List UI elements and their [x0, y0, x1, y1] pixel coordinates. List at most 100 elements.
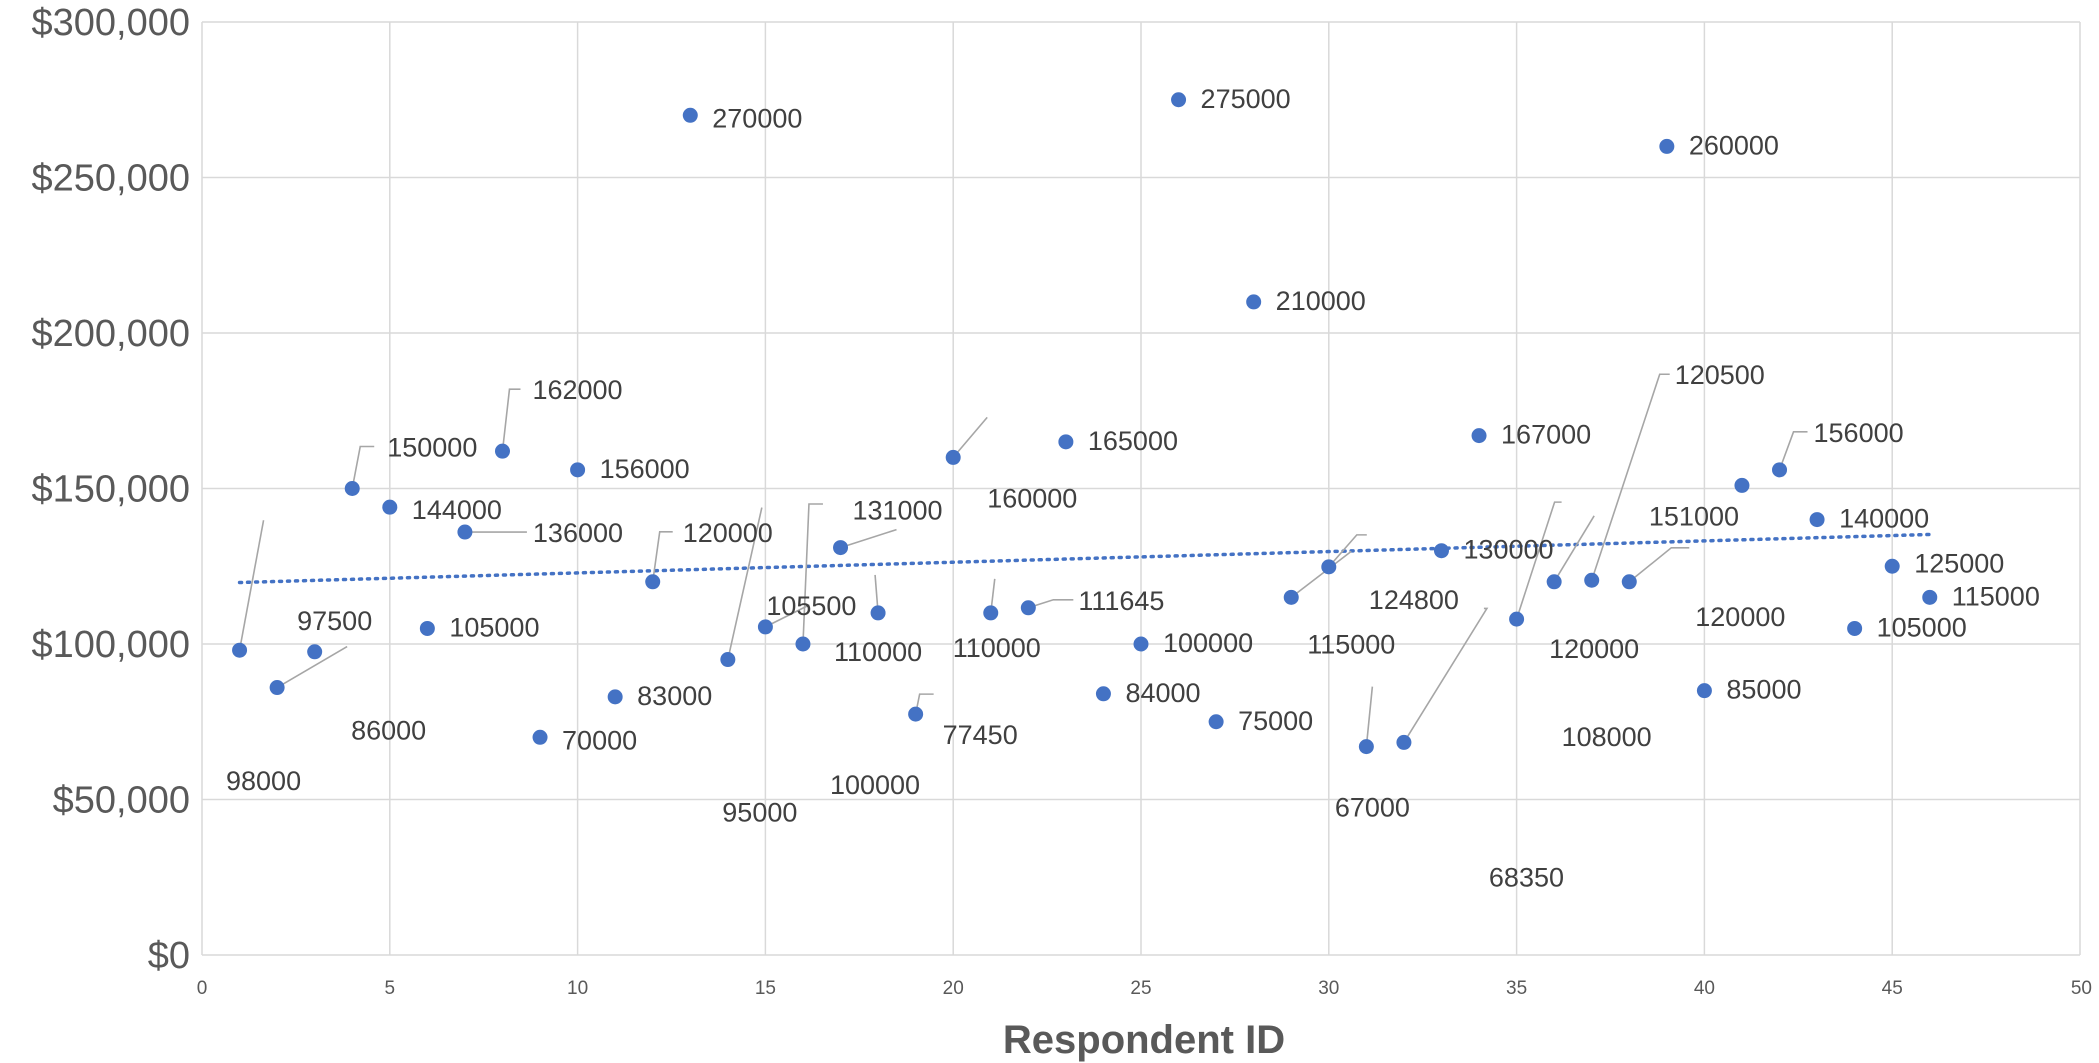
leader-line: [1778, 431, 1808, 471]
data-point: [1772, 462, 1788, 478]
data-label: 105500: [766, 591, 856, 621]
leader-line: [238, 520, 265, 651]
x-tick-label: 20: [943, 978, 964, 999]
data-label: 130000: [1463, 535, 1553, 565]
data-label: 160000: [987, 483, 1077, 513]
data-label: 95000: [722, 798, 797, 828]
x-tick-label: 45: [1882, 978, 1903, 999]
data-point: [645, 574, 661, 590]
data-point: [1659, 138, 1675, 154]
x-axis-ticks: 0 5 10 15 20 25 30 35 40 45 50: [197, 978, 2092, 999]
data-label: 67000: [1335, 793, 1410, 823]
data-point: [682, 107, 698, 123]
data-point: [1433, 543, 1449, 559]
data-label: 210000: [1276, 286, 1366, 316]
y-tick-label: $200,000: [32, 313, 191, 355]
y-axis-ticks: $0 $50,000 $100,000 $150,000 $200,000 $250,00…: [32, 2, 191, 977]
data-label: 77450: [943, 720, 1018, 750]
data-point: [1884, 558, 1900, 574]
data-point: [1321, 559, 1337, 575]
data-label: 151000: [1649, 501, 1739, 531]
data-point: [1246, 294, 1262, 310]
x-tick-label: 35: [1506, 978, 1527, 999]
x-tick-label: 30: [1318, 978, 1339, 999]
leader-line: [1515, 501, 1562, 620]
data-point: [1396, 734, 1412, 750]
data-point: [1847, 620, 1863, 636]
x-tick-label: 50: [2071, 978, 2092, 999]
data-point: [232, 642, 248, 658]
data-label: 156000: [1814, 418, 1904, 448]
data-label: 260000: [1689, 130, 1779, 160]
gridlines: [201, 21, 2081, 956]
data-label: 120000: [1549, 634, 1639, 664]
leader-line: [276, 645, 348, 689]
data-point: [1171, 92, 1187, 108]
data-label: 110000: [834, 637, 922, 667]
trendline: [237, 532, 1932, 585]
data-point: [607, 689, 623, 705]
data-label: 97500: [297, 606, 372, 636]
data-points: [232, 92, 1938, 755]
data-point: [307, 644, 323, 660]
leader-line: [952, 416, 988, 458]
x-axis-title: Respondent ID: [1003, 1018, 1285, 1062]
data-label: 136000: [533, 518, 623, 548]
y-tick-label: $100,000: [32, 624, 191, 666]
leader-line: [651, 531, 673, 582]
data-point: [1621, 574, 1637, 590]
data-point: [1696, 683, 1712, 699]
data-point: [457, 524, 473, 540]
data-point: [1509, 611, 1525, 627]
leader-line: [1328, 534, 1367, 568]
data-label: 111645: [1078, 586, 1164, 616]
data-point: [945, 449, 961, 465]
data-label: 86000: [351, 716, 426, 746]
data-point: [269, 680, 285, 696]
data-label: 115000: [1307, 629, 1395, 659]
leader-line: [1028, 598, 1074, 609]
data-point: [720, 652, 736, 668]
data-label: 75000: [1238, 706, 1313, 736]
leader-line: [1628, 547, 1690, 583]
data-label: 68350: [1489, 862, 1564, 892]
y-tick-label: $0: [148, 935, 190, 977]
data-point: [1734, 477, 1750, 493]
x-tick-label: 40: [1694, 978, 1715, 999]
data-label: 100000: [1163, 628, 1253, 658]
data-point: [1208, 714, 1224, 730]
data-point: [983, 605, 999, 621]
trendline-layer: [237, 532, 1932, 585]
data-label: 110000: [953, 633, 1041, 663]
leader-line: [1590, 373, 1670, 581]
leader-line: [1365, 686, 1374, 747]
x-tick-label: 25: [1130, 978, 1151, 999]
data-label: 120000: [683, 518, 773, 548]
leader-line: [351, 445, 375, 489]
data-point: [1471, 428, 1487, 444]
x-tick-label: 15: [755, 978, 776, 999]
data-label: 84000: [1125, 678, 1200, 708]
data-label: 144000: [412, 495, 502, 525]
x-tick-label: 0: [197, 978, 208, 999]
data-label: 270000: [712, 103, 802, 133]
data-label: 150000: [387, 433, 477, 463]
data-point: [833, 540, 849, 556]
data-point: [1283, 589, 1299, 605]
data-label: 98000: [226, 766, 301, 796]
leader-line: [802, 503, 823, 645]
data-point: [1058, 434, 1074, 450]
data-point: [908, 706, 924, 722]
data-label: 105000: [1877, 612, 1967, 642]
data-point: [382, 499, 398, 515]
data-point: [570, 462, 586, 478]
data-label: 167000: [1501, 420, 1591, 450]
data-point: [1584, 572, 1600, 588]
leader-line: [1553, 515, 1595, 583]
data-label: 125000: [1914, 548, 2004, 578]
data-point: [795, 636, 811, 652]
leader-line: [840, 528, 897, 549]
leader-line: [1290, 550, 1352, 598]
data-label: 85000: [1726, 675, 1801, 705]
data-label: 120000: [1695, 602, 1785, 632]
